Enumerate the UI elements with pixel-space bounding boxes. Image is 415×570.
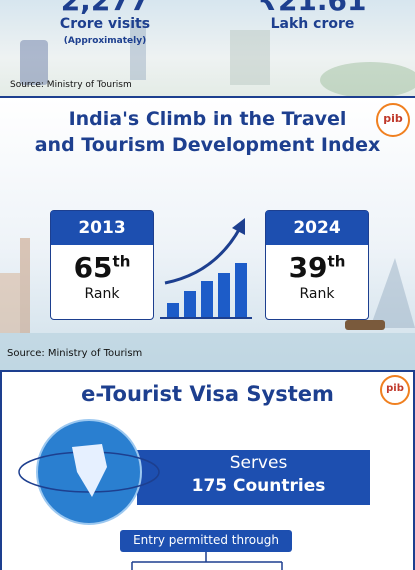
rank: 39th [266, 251, 368, 284]
year: 2013 [51, 211, 153, 245]
stat-note: (Approximately) [63, 36, 147, 46]
source: Source: Ministry of Tourism [10, 80, 132, 90]
rank-box: 2024 39th Rank [265, 210, 369, 320]
rank: 65th [51, 251, 153, 284]
title-line: and Tourism Development Index [34, 134, 381, 156]
panel-decoration [0, 103, 415, 370]
rank-number: 39 [288, 251, 328, 284]
title: e-Tourist Visa System [81, 382, 334, 406]
panel-decoration [18, 375, 410, 570]
rank-label: Rank [299, 286, 335, 302]
stats-panel: 2,277 Crore visits (Approximately) ₹21.6… [0, 0, 415, 98]
rank-suffix: th [327, 252, 346, 271]
logo: pib [383, 112, 403, 125]
stat-unit: Lakh crore [270, 16, 355, 32]
stat-value: ₹21.61 [258, 0, 367, 17]
rank-number: 65 [73, 251, 113, 284]
countries: 175 Countries [191, 476, 326, 496]
rank-suffix: th [112, 252, 131, 271]
stat-value: 2,277 [60, 0, 150, 17]
serves: Serves [229, 453, 288, 473]
index-panel: pib India's Climb in the Travel and Tour… [0, 98, 415, 372]
entry-label: Entry permitted through [133, 533, 279, 547]
title-line: India's Climb in the Travel [68, 108, 347, 130]
year: 2024 [266, 211, 368, 245]
stat-unit: Crore visits [59, 16, 151, 32]
rank-box: 2013 65th Rank [50, 210, 154, 320]
rank-label: Rank [84, 286, 120, 302]
panel-decoration [20, 20, 415, 96]
visa-panel: pib e-Tourist Visa System Serves 175 Cou… [0, 372, 415, 570]
source: Source: Ministry of Tourism [7, 348, 143, 359]
logo: pib [386, 383, 404, 394]
